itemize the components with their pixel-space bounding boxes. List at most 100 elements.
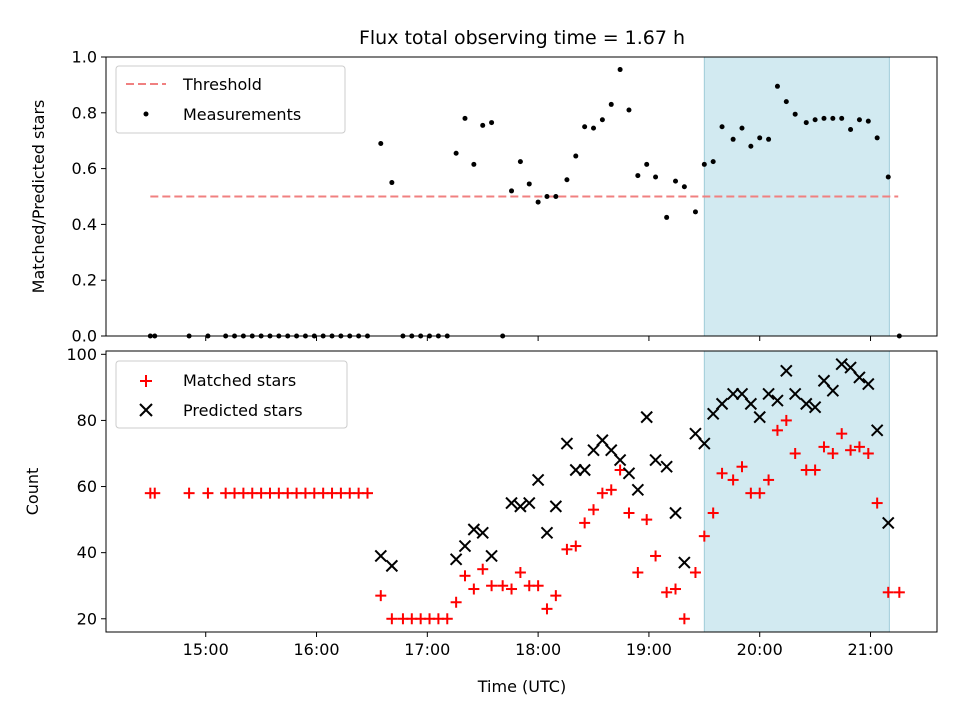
- predicted-star-marker: [549, 500, 563, 513]
- predicted-star-marker: [458, 539, 472, 553]
- predicted-star-marker: [853, 371, 866, 384]
- predicted-star-marker: [698, 437, 711, 450]
- top-y-axis-label: Matched/Predicted stars: [29, 100, 48, 294]
- measurement-point: [553, 194, 559, 199]
- top-legend: Threshold Measurements: [115, 65, 346, 134]
- predicted-star-marker: [762, 387, 775, 401]
- measurement-point: [517, 159, 523, 165]
- matched-star-marker: [468, 583, 480, 595]
- matched-star-marker: [754, 487, 766, 499]
- chart-title: Flux total observing time = 1.67 h: [359, 27, 685, 49]
- matched-star-marker: [650, 550, 662, 562]
- measurement-point: [564, 177, 570, 183]
- measurement-point: [389, 180, 395, 186]
- predicted-star-marker: [613, 453, 627, 467]
- matched-star-marker: [670, 583, 682, 595]
- predicted-star-marker: [835, 358, 848, 371]
- matched-star-marker: [707, 507, 719, 519]
- measurement-point: [739, 125, 745, 131]
- measurement-point: [748, 143, 754, 149]
- matched-star-marker: [450, 596, 462, 608]
- measurement-point: [462, 115, 468, 121]
- predicted-star-marker: [560, 437, 574, 450]
- measurement-point: [535, 199, 541, 205]
- matched-star-marker: [459, 570, 471, 582]
- predicted-star-marker: [374, 549, 387, 563]
- predicted-star-marker: [640, 410, 653, 424]
- matched-star-marker: [361, 487, 373, 499]
- legend-predicted-label: Predicted stars: [183, 401, 303, 420]
- y-tick-label: 20: [77, 609, 97, 628]
- measurement-point: [792, 111, 798, 117]
- bottom-highlight-span: [703, 350, 890, 633]
- y-tick-label: 40: [77, 543, 97, 562]
- matched-star-marker: [893, 586, 905, 598]
- top-panel: 0.0 0.2 0.4 0.6 0.8 1.0 Matched/Predicted sta…: [29, 48, 938, 346]
- measurement-point: [635, 173, 641, 179]
- measurement-point: [573, 153, 579, 159]
- predicted-star-marker: [476, 526, 489, 540]
- matched-star-marker: [570, 540, 582, 552]
- measurement-point: [617, 67, 623, 73]
- matched-star-marker: [532, 580, 544, 592]
- matched-star-marker: [441, 613, 453, 625]
- y-tick-label: 0.4: [72, 215, 97, 234]
- predicted-star-marker: [514, 500, 527, 513]
- measurement-point: [757, 135, 763, 141]
- x-tick-label: 17:00: [404, 640, 450, 659]
- x-tick-label: 20:00: [737, 640, 783, 659]
- matched-star-marker: [736, 461, 748, 473]
- predicted-star-marker: [531, 473, 545, 487]
- matched-star-marker: [818, 441, 830, 453]
- matched-star-marker: [561, 543, 573, 555]
- predicted-star-marker: [649, 453, 662, 467]
- predicted-star-marker: [449, 553, 463, 566]
- y-tick-label: 0.6: [72, 159, 97, 178]
- measurement-point: [885, 174, 891, 180]
- matched-star-marker: [541, 603, 553, 615]
- predicted-star-marker: [817, 374, 831, 387]
- x-tick-label: 21:00: [847, 640, 893, 659]
- predicted-star-marker: [715, 397, 729, 411]
- measurement-point: [856, 117, 862, 123]
- matched-star-marker: [862, 447, 874, 459]
- matched-star-marker: [514, 566, 526, 578]
- predicted-star-marker: [800, 397, 813, 411]
- predicted-star-marker: [826, 384, 840, 397]
- predicted-stars-points: [374, 358, 895, 573]
- predicted-star-marker: [660, 460, 673, 473]
- measurement-point: [471, 161, 477, 167]
- matched-star-marker: [882, 586, 894, 598]
- matched-star-marker: [771, 424, 783, 436]
- predicted-star-marker: [523, 496, 536, 510]
- matched-star-marker: [202, 487, 214, 499]
- predicted-star-marker: [596, 434, 609, 447]
- bottom-y-ticks: 20 40 60 80 100: [66, 345, 106, 628]
- matched-star-marker: [678, 613, 690, 625]
- measurement-point: [774, 83, 780, 89]
- measurement-point: [582, 124, 588, 130]
- matched-star-marker: [375, 590, 387, 602]
- predicted-star-marker: [605, 443, 618, 457]
- measurement-point: [526, 181, 532, 187]
- measurement-point: [591, 125, 597, 131]
- legend-threshold-label: Threshold: [182, 75, 262, 94]
- measurement-point: [480, 122, 486, 128]
- measurement-point: [783, 99, 789, 105]
- measurement-point: [453, 150, 459, 156]
- measurement-point: [839, 115, 845, 121]
- matched-star-marker: [605, 484, 617, 496]
- x-tick-label: 15:00: [183, 640, 229, 659]
- matched-star-marker: [588, 504, 600, 516]
- measurement-point: [378, 140, 384, 146]
- predicted-star-marker: [669, 506, 682, 520]
- matched-star-marker: [780, 414, 792, 426]
- predicted-star-marker: [706, 407, 720, 421]
- matched-star-marker: [789, 447, 801, 459]
- matched-star-marker: [661, 586, 673, 598]
- x-tick-label: 18:00: [515, 640, 561, 659]
- predicted-star-marker: [882, 516, 895, 530]
- legend-predicted-swatch: [139, 403, 153, 417]
- measurement-point: [644, 161, 650, 167]
- measurement-point: [701, 161, 707, 167]
